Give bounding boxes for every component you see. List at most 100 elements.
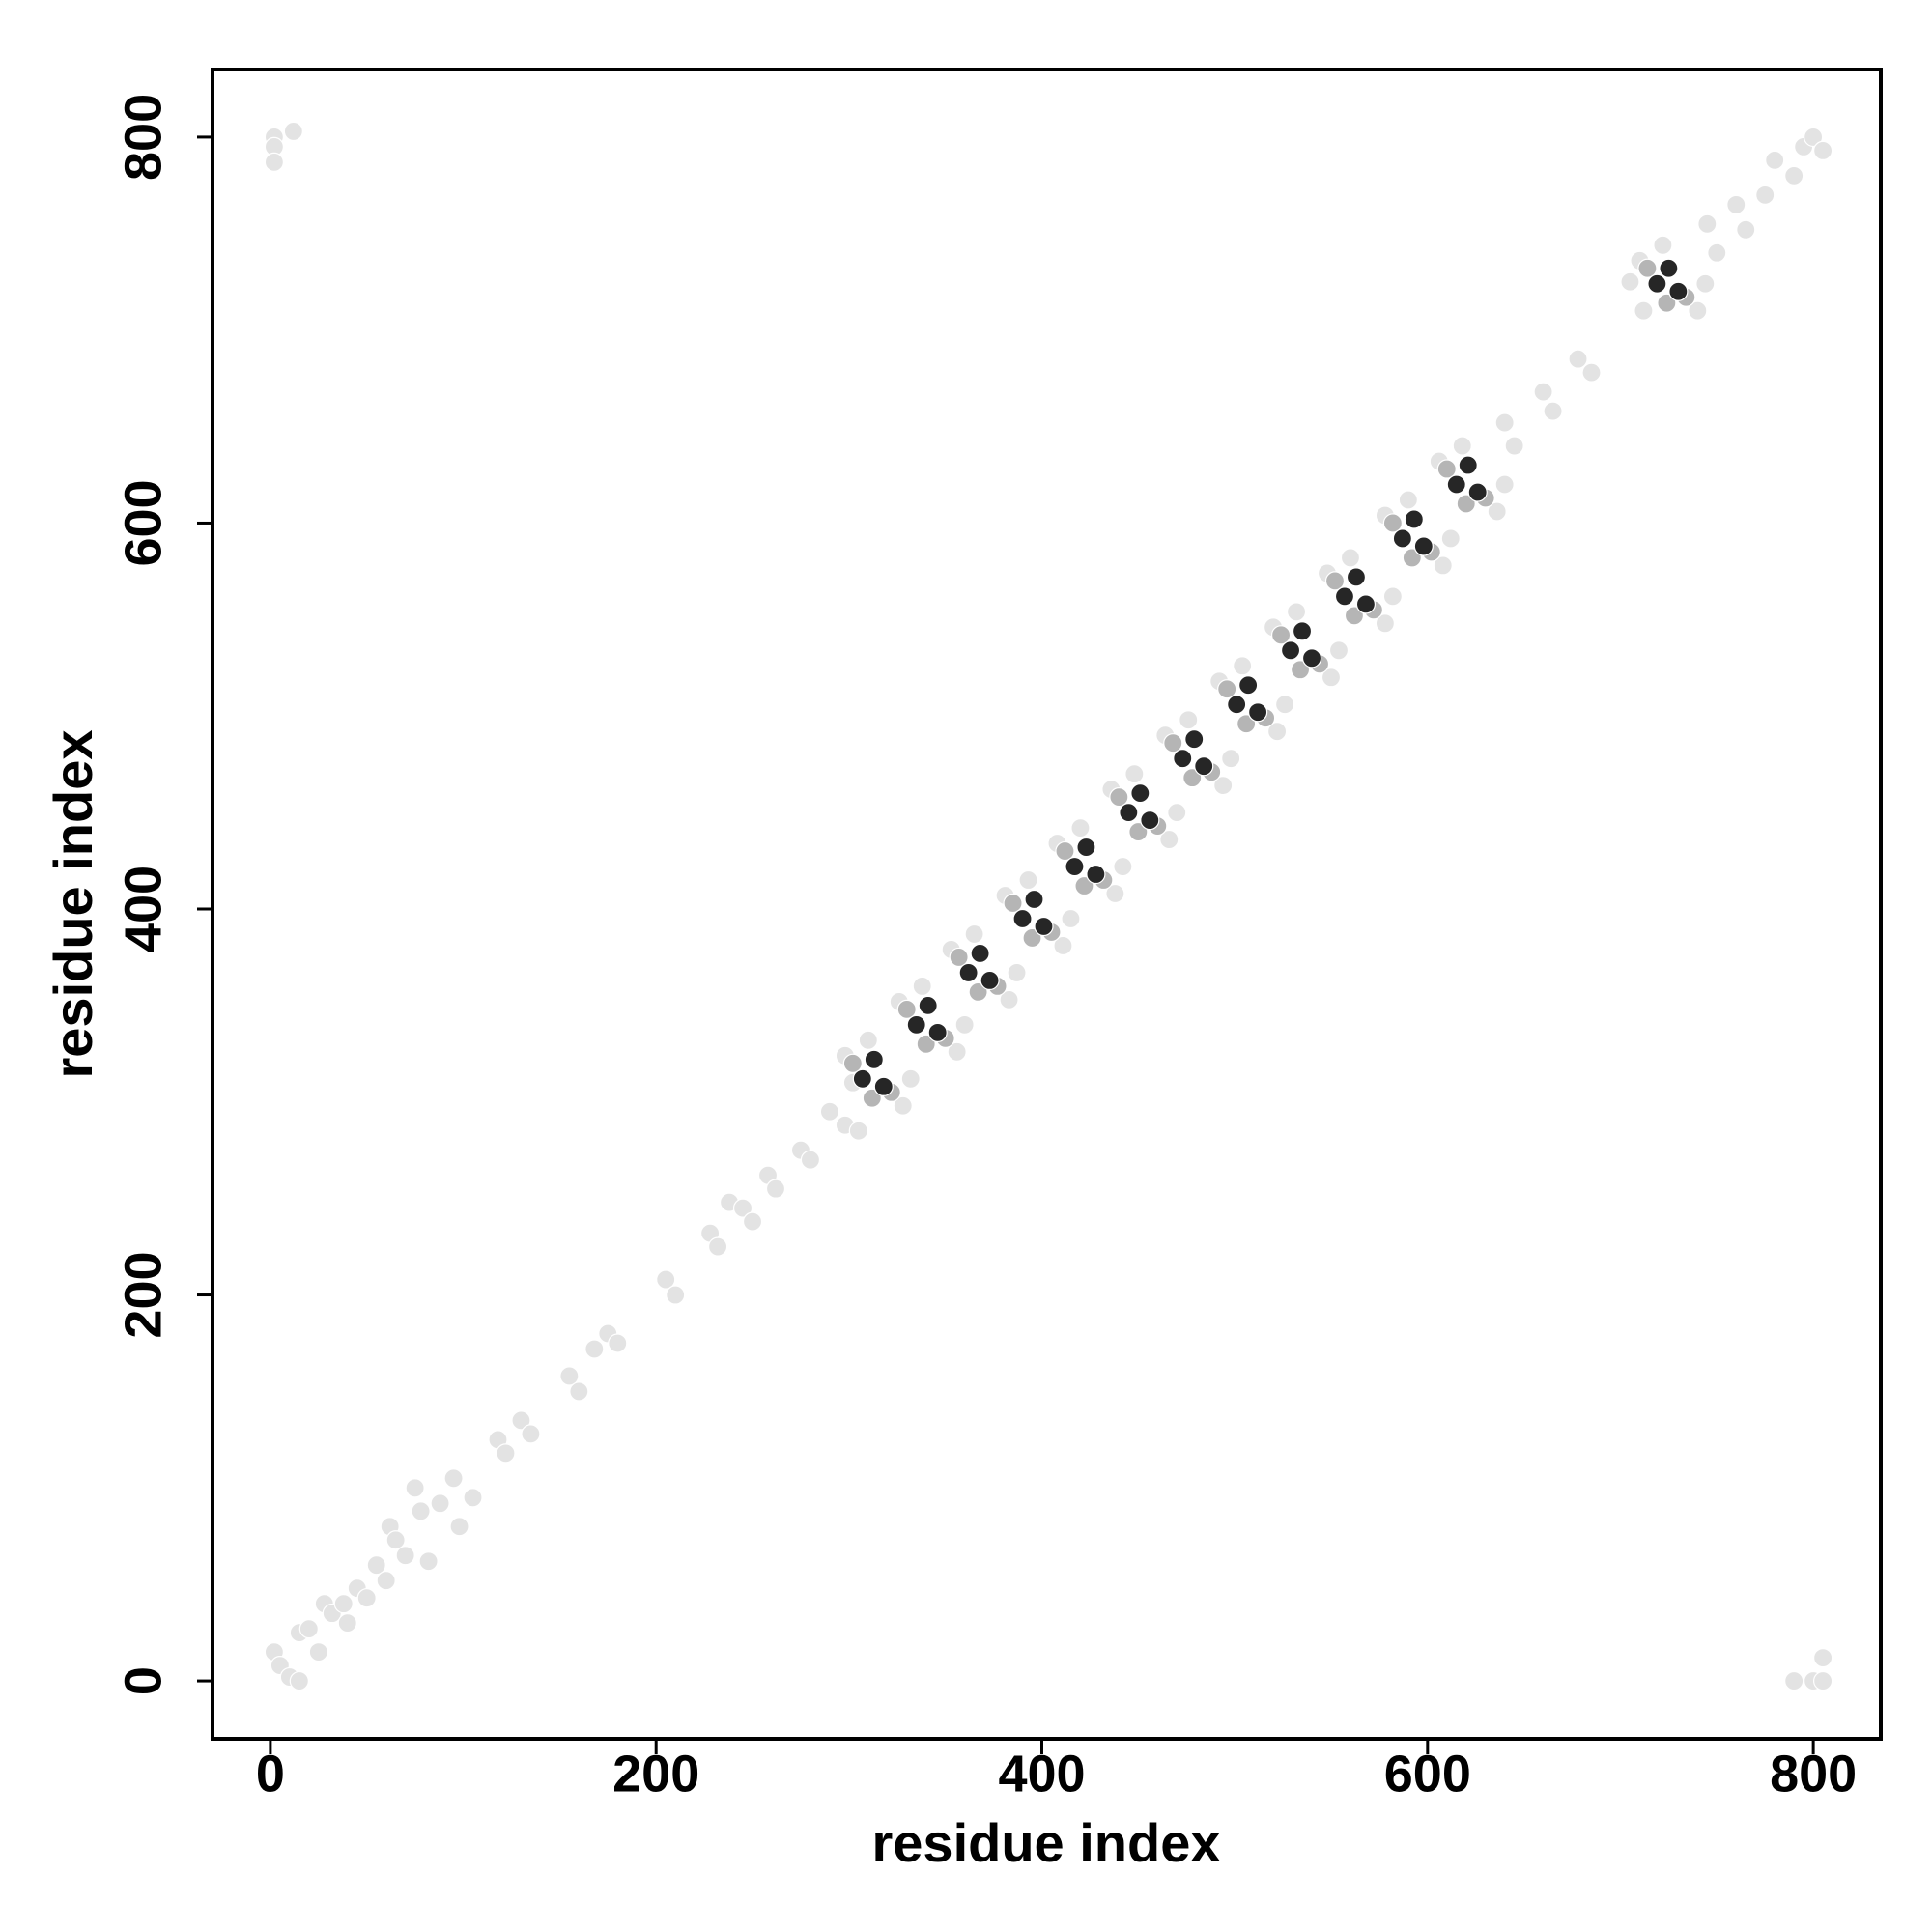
x-tick-label: 400	[998, 1745, 1085, 1803]
point	[852, 1068, 872, 1089]
point	[1301, 648, 1322, 668]
point	[1765, 150, 1785, 170]
point	[858, 1030, 878, 1050]
point	[1620, 271, 1640, 292]
point	[906, 1014, 926, 1035]
point	[1179, 710, 1199, 730]
point	[1659, 258, 1679, 278]
point	[947, 1041, 967, 1062]
y-tick-label: 200	[114, 1251, 172, 1338]
point	[1657, 293, 1677, 313]
point	[569, 1381, 589, 1402]
point	[964, 923, 984, 945]
point	[1238, 675, 1259, 696]
point	[1533, 382, 1553, 402]
point	[1697, 213, 1718, 234]
point	[1053, 935, 1073, 956]
point	[1382, 513, 1403, 533]
point	[918, 995, 938, 1015]
point	[970, 943, 990, 964]
point	[958, 962, 979, 983]
point	[337, 1613, 357, 1634]
point	[1236, 714, 1257, 734]
point	[1334, 586, 1355, 607]
point	[1022, 927, 1042, 949]
point	[1266, 722, 1288, 742]
point	[1213, 776, 1234, 796]
point	[1813, 1647, 1833, 1668]
point	[418, 1551, 439, 1572]
point	[308, 1642, 328, 1662]
point	[732, 1198, 753, 1218]
point	[496, 1443, 516, 1463]
point	[968, 981, 988, 1002]
point	[1688, 300, 1708, 321]
point	[385, 1530, 406, 1550]
point	[1173, 749, 1193, 769]
point	[999, 989, 1019, 1009]
point	[873, 1076, 894, 1096]
point	[1286, 602, 1307, 622]
y-tick-label: 600	[114, 479, 172, 566]
point	[707, 1236, 728, 1257]
point	[443, 1468, 464, 1489]
point	[1813, 140, 1833, 161]
point	[1634, 300, 1654, 321]
point	[1018, 869, 1038, 891]
point	[765, 1179, 786, 1199]
point	[1784, 1670, 1804, 1691]
point	[1109, 787, 1129, 808]
point	[1280, 640, 1301, 661]
point	[1375, 613, 1395, 634]
point	[463, 1488, 483, 1508]
point	[1034, 916, 1054, 937]
point	[954, 1014, 975, 1035]
point	[1074, 875, 1094, 896]
point	[1637, 258, 1658, 278]
point	[356, 1588, 377, 1608]
point	[1467, 482, 1488, 502]
point	[1668, 281, 1689, 301]
point	[449, 1517, 469, 1537]
x-tick-label: 0	[256, 1745, 285, 1803]
x-axis-title: residue index	[871, 1812, 1220, 1873]
point	[1182, 768, 1203, 788]
point	[559, 1366, 580, 1386]
point	[1140, 810, 1160, 831]
point	[1328, 640, 1350, 661]
point	[800, 1150, 821, 1170]
point	[1119, 803, 1139, 823]
point	[521, 1424, 541, 1444]
point	[1105, 883, 1125, 904]
point	[1707, 242, 1727, 263]
point	[1274, 695, 1295, 715]
point	[864, 1049, 884, 1069]
point	[916, 1034, 936, 1054]
point	[1086, 864, 1106, 885]
plot-frame	[211, 68, 1883, 1741]
point	[927, 1022, 948, 1042]
y-axis-title: residue index	[43, 729, 103, 1078]
y-tick-label: 0	[114, 1666, 172, 1695]
point	[405, 1478, 425, 1498]
point	[742, 1211, 763, 1232]
point	[900, 1068, 921, 1089]
point	[1217, 679, 1237, 699]
point	[1653, 235, 1673, 255]
point	[1130, 783, 1151, 804]
point	[896, 999, 917, 1019]
point	[511, 1410, 531, 1431]
point	[1194, 756, 1214, 777]
point	[1076, 837, 1096, 858]
point	[1433, 555, 1453, 576]
point	[1324, 571, 1346, 591]
x-tick-label: 200	[612, 1745, 699, 1803]
y-tick-label: 400	[114, 866, 172, 952]
point	[1346, 567, 1367, 587]
point	[1159, 829, 1179, 850]
point	[264, 152, 284, 172]
point	[1440, 528, 1461, 549]
point	[949, 947, 969, 968]
point	[819, 1101, 839, 1122]
point	[1413, 536, 1434, 556]
